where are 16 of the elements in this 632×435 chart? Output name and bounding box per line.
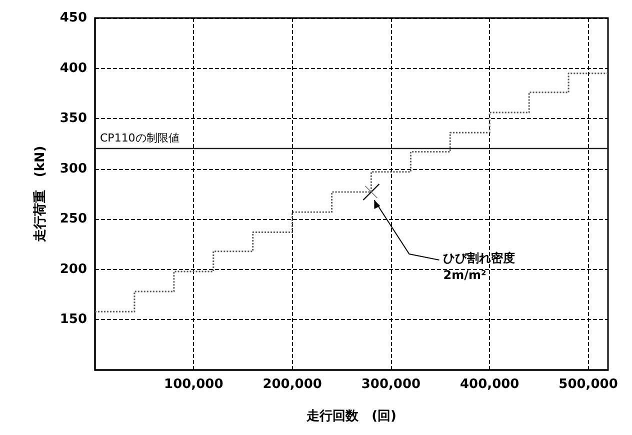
x-axis-title: 走行回数 (回): [306, 409, 396, 424]
y-tick-label: 200: [60, 262, 87, 277]
x-tick-label: 300,000: [361, 377, 421, 392]
y-tick-label: 400: [60, 60, 87, 76]
y-tick-label: 300: [60, 161, 87, 176]
annotation: ひび割れ密度 2m/m²: [443, 250, 516, 282]
x-tick-label: 100,000: [164, 377, 224, 392]
y-tick-label: 350: [60, 111, 87, 126]
y-tick-label: 450: [60, 10, 87, 26]
ref-line-label: CP110の制限値: [100, 132, 180, 145]
y-axis-title: 走行荷重 (kN): [32, 146, 48, 244]
x-tick-label: 200,000: [262, 377, 322, 392]
x-tick-label: 400,000: [460, 377, 520, 392]
y-tick-label: 150: [60, 312, 87, 328]
y-tick-label: 250: [60, 212, 87, 227]
x-tick-label: 500,000: [558, 377, 618, 392]
